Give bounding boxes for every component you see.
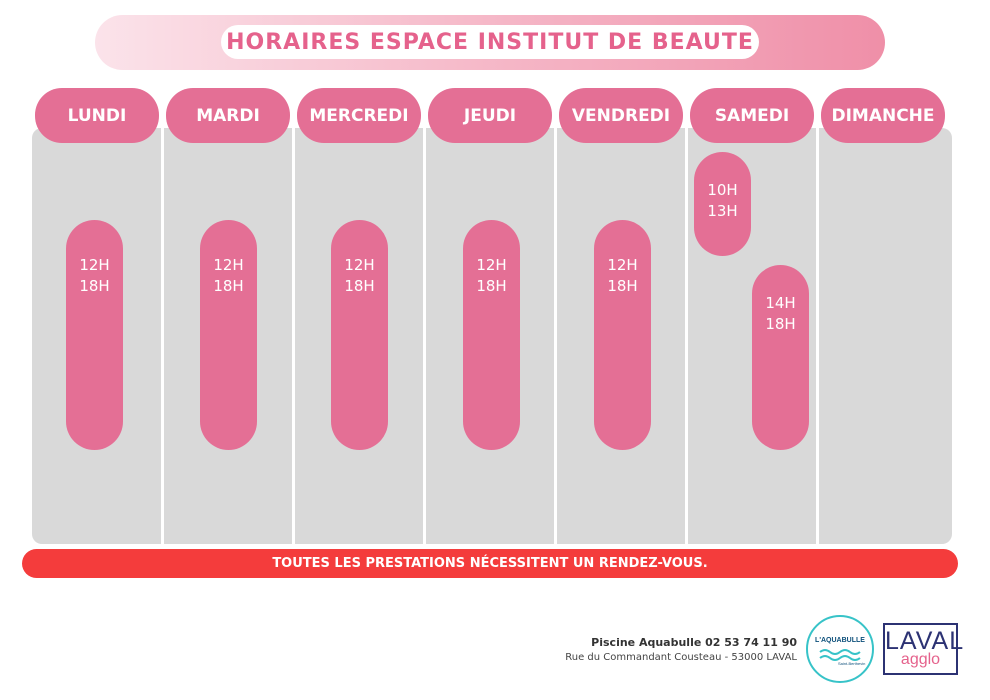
laval-agglo-logo: LAVAL agglo	[883, 623, 965, 675]
slot-end: 13H	[707, 202, 738, 220]
contact-name-phone: Piscine Aquabulle 02 53 74 11 90	[591, 636, 797, 649]
slot-end: 18H	[607, 277, 638, 295]
aquabulle-logo-subtext: Saint-Berthevin	[838, 661, 866, 666]
slot-end: 18H	[765, 315, 796, 333]
time-slot-samedi-afternoon: 14H 18H	[752, 265, 809, 450]
slot-end: 18H	[476, 277, 507, 295]
day-header-vendredi: VENDREDI	[559, 88, 683, 143]
contact-address: Rue du Commandant Cousteau - 53000 LAVAL	[565, 652, 797, 663]
day-header-dimanche: DIMANCHE	[821, 88, 945, 143]
day-header-mercredi: MERCREDI	[297, 88, 421, 143]
slot-start: 12H	[607, 256, 638, 274]
day-column-dimanche	[819, 128, 952, 544]
day-header-lundi: LUNDI	[35, 88, 159, 143]
day-header-jeudi: JEUDI	[428, 88, 552, 143]
laval-logo-text: LAVAL	[885, 627, 965, 655]
aquabulle-logo: L'AQUABULLE Saint-Berthevin	[806, 615, 874, 683]
time-slot-jeudi: 12H 18H	[463, 220, 520, 450]
day-header-mardi: MARDI	[166, 88, 290, 143]
slot-start: 12H	[79, 256, 110, 274]
page-title: HORAIRES ESPACE INSTITUT DE BEAUTE	[221, 25, 759, 59]
time-slot-samedi-morning: 10H 13H	[694, 152, 751, 256]
slot-end: 18H	[79, 277, 110, 295]
slot-end: 18H	[213, 277, 244, 295]
wave-icon	[819, 649, 861, 661]
slot-end: 18H	[344, 277, 375, 295]
slot-start: 14H	[765, 294, 796, 312]
aquabulle-logo-text: L'AQUABULLE	[815, 637, 865, 644]
day-header-samedi: SAMEDI	[690, 88, 814, 143]
slot-start: 10H	[707, 181, 738, 199]
slot-start: 12H	[213, 256, 244, 274]
slot-start: 12H	[476, 256, 507, 274]
time-slot-mardi: 12H 18H	[200, 220, 257, 450]
appointment-notice: TOUTES LES PRESTATIONS NÉCESSITENT UN RE…	[22, 549, 958, 578]
time-slot-lundi: 12H 18H	[66, 220, 123, 450]
time-slot-vendredi: 12H 18H	[594, 220, 651, 450]
agglo-logo-text: agglo	[900, 651, 941, 668]
slot-start: 12H	[344, 256, 375, 274]
time-slot-mercredi: 12H 18H	[331, 220, 388, 450]
